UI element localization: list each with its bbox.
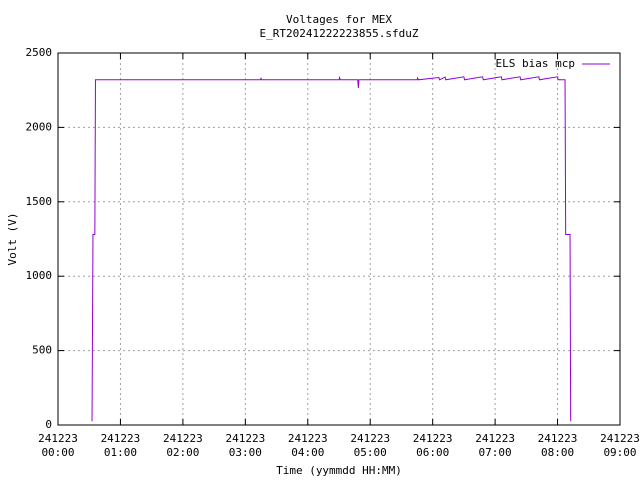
y-tick-label: 500 <box>32 344 52 357</box>
x-tick-label: 241223 05:00 <box>350 432 390 459</box>
data-line <box>91 75 572 422</box>
x-tick-label: 241223 01:00 <box>101 432 141 459</box>
chart-title: Voltages for MEX <box>286 13 392 26</box>
legend-label: ELS bias mcp <box>496 57 575 70</box>
y-tick-label: 1500 <box>26 195 53 208</box>
y-tick-label: 0 <box>45 418 52 431</box>
x-tick-label: 241223 08:00 <box>538 432 578 459</box>
x-tick-label: 241223 03:00 <box>225 432 265 459</box>
chart-subtitle: E_RT20241222223855.sfduZ <box>260 27 419 40</box>
x-tick-label: 241223 02:00 <box>163 432 203 459</box>
x-tick-label: 241223 04:00 <box>288 432 328 459</box>
x-tick-label: 241223 06:00 <box>413 432 453 459</box>
x-tick-label: 241223 09:00 <box>600 432 640 459</box>
y-tick-label: 1000 <box>26 269 53 282</box>
x-tick-label: 241223 07:00 <box>475 432 515 459</box>
plot-frame <box>57 52 621 426</box>
y-tick-label: 2500 <box>26 46 53 59</box>
x-axis-label: Time (yymmdd HH:MM) <box>276 464 402 477</box>
x-tick-label: 241223 00:00 <box>38 432 78 459</box>
y-tick-label: 2000 <box>26 120 53 133</box>
y-axis-label: Volt (V) <box>6 213 19 266</box>
